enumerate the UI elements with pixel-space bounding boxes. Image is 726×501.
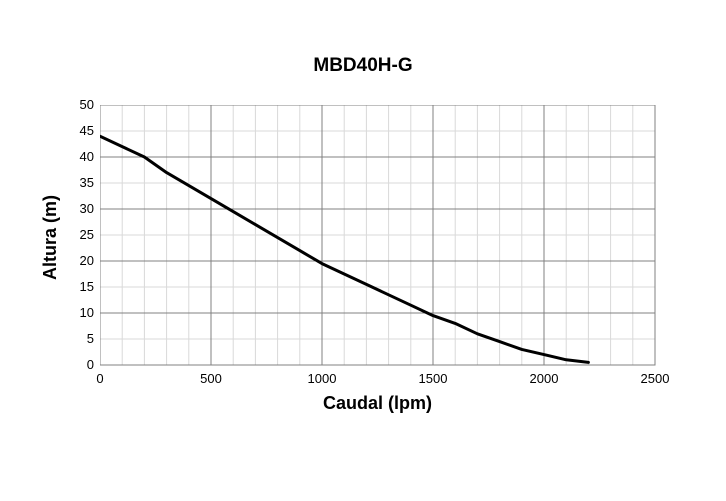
y-tick-label: 15: [80, 279, 94, 294]
chart-plot-area: [100, 105, 657, 367]
y-tick-label: 50: [80, 97, 94, 112]
y-tick-label: 35: [80, 175, 94, 190]
x-axis-label: Caudal (lpm): [100, 393, 655, 414]
y-tick-label: 25: [80, 227, 94, 242]
chart-title: MBD40H-G: [0, 55, 726, 77]
y-tick-label: 10: [80, 305, 94, 320]
x-tick-label: 0: [80, 371, 120, 386]
x-tick-label: 1500: [413, 371, 453, 386]
y-tick-label: 30: [80, 201, 94, 216]
x-tick-label: 2500: [635, 371, 675, 386]
x-tick-label: 500: [191, 371, 231, 386]
y-axis-label: Altura (m): [40, 195, 61, 280]
y-tick-label: 20: [80, 253, 94, 268]
y-tick-label: 40: [80, 149, 94, 164]
y-tick-label: 0: [87, 357, 94, 372]
x-tick-label: 2000: [524, 371, 564, 386]
y-tick-label: 45: [80, 123, 94, 138]
y-tick-label: 5: [87, 331, 94, 346]
x-tick-label: 1000: [302, 371, 342, 386]
pump-curve-chart: MBD40H-G Altura (m) Caudal (lpm) 0 5 10 15 2…: [0, 0, 726, 501]
